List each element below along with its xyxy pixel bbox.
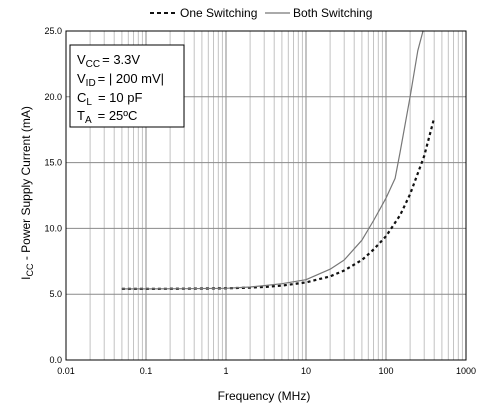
y-tick-label: 15.0 — [44, 158, 62, 168]
condition-ta: TA = 25ºC — [77, 108, 137, 126]
plot-frame — [65, 30, 467, 361]
condition-vcc: VCC = 3.3V — [77, 52, 140, 70]
y-tick-label: 10.0 — [44, 223, 62, 233]
conditions-box: VCC = 3.3V VID = | 200 mV| CL = 10 pF TA = 2… — [69, 44, 185, 128]
legend: One Switching Both Switching — [150, 6, 372, 20]
series-lines — [121, 30, 436, 290]
x-tick-label: 0.1 — [140, 366, 153, 376]
series-line-both-switching — [121, 30, 424, 290]
condition-cl: CL = 10 pF — [77, 90, 142, 108]
x-tick-label: 10 — [301, 366, 311, 376]
condition-vid: VID = | 200 mV| — [77, 71, 164, 89]
x-axis-title: Frequency (MHz) — [218, 389, 311, 403]
legend-label-one-switching: One Switching — [180, 6, 257, 20]
x-tick-label: 100 — [378, 366, 393, 376]
legend-label-both-switching: Both Switching — [293, 6, 372, 20]
y-tick-label: 0.0 — [49, 355, 62, 365]
y-axis-title: ICC - Power Supply Current (mA) — [19, 106, 35, 280]
series-line-one-switching — [121, 117, 436, 290]
conditions-box-frame — [69, 44, 185, 128]
tick-labels: 0.01 0.1 1 10 100 1000 0.0 5.0 10.0 15.0 20.0 25.0 — [44, 26, 476, 376]
y-tick-label: 20.0 — [44, 92, 62, 102]
x-tick-label: 0.01 — [57, 366, 75, 376]
x-tick-label: 1 — [223, 366, 228, 376]
y-tick-label: 25.0 — [44, 26, 62, 36]
x-tick-label: 1000 — [456, 366, 476, 376]
y-tick-label: 5.0 — [49, 289, 62, 299]
